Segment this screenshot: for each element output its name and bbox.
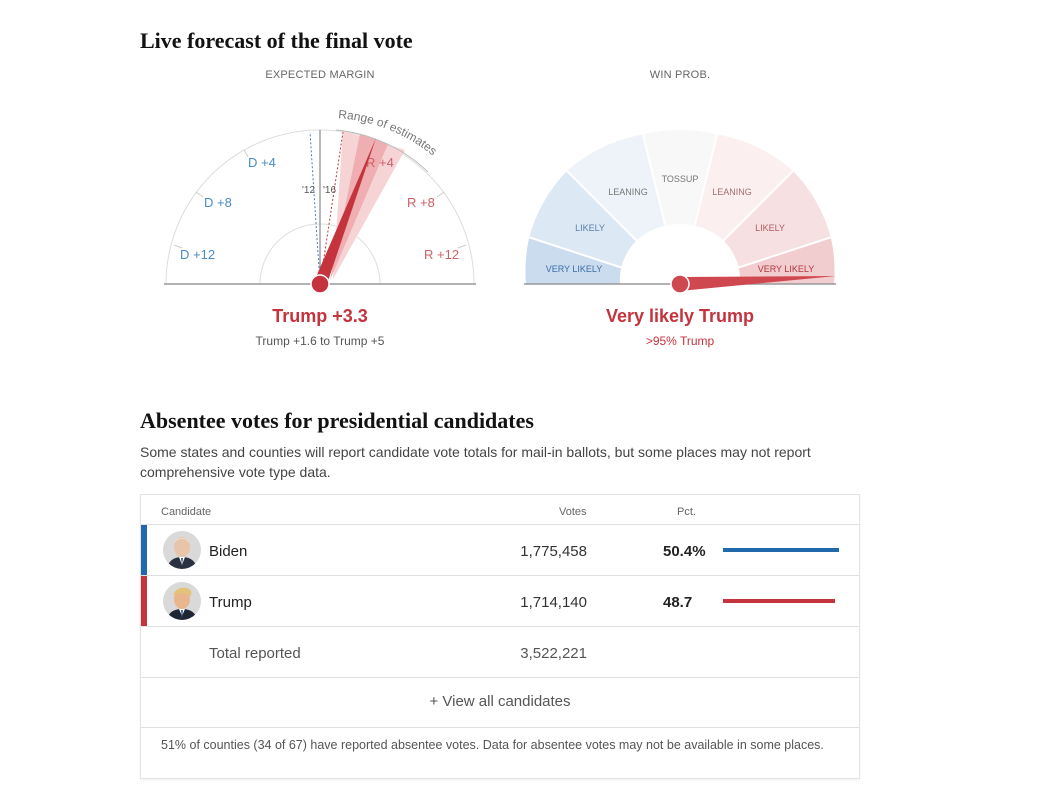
absentee-results-table: Candidate Votes Pct. Biden 1,775,458 50.… xyxy=(140,494,860,779)
tick-r12: R +12 xyxy=(424,247,459,262)
win-prob-gauge: VERY LIKELY LIKELY LEANING TOSSUP LEANIN… xyxy=(524,129,836,294)
pct-bar-biden xyxy=(723,548,839,552)
votes-biden: 1,775,458 xyxy=(520,543,587,560)
range-wedge-inner xyxy=(330,134,388,280)
seg-label-likely-rep: LIKELY xyxy=(755,223,785,233)
absentee-description: Some states and counties will report can… xyxy=(140,444,811,480)
margin-subline: Trump +1.6 to Trump +5 xyxy=(255,334,385,348)
table-row-total: Total reported 3,522,221 xyxy=(141,627,859,678)
forecast-title: Live forecast of the final vote xyxy=(140,28,413,53)
total-label: Total reported xyxy=(209,645,301,662)
margin-needle xyxy=(313,138,376,284)
pct-trump: 48.7 xyxy=(663,594,693,611)
segment-tossup xyxy=(642,129,718,226)
trump-avatar xyxy=(163,582,201,620)
range-wedge-outer xyxy=(333,131,405,279)
tick-d12: D +12 xyxy=(180,247,215,262)
party-stripe-rep xyxy=(141,576,147,626)
tick-d8: D +8 xyxy=(204,195,232,210)
line-2016 xyxy=(319,131,344,285)
seg-label-leaning-rep: LEANING xyxy=(712,187,752,197)
party-stripe-dem xyxy=(141,525,147,575)
seg-label-very-likely-rep: VERY LIKELY xyxy=(758,264,815,274)
segment-leaning-rep xyxy=(694,134,793,241)
prob-needle-hub xyxy=(670,274,690,294)
seg-label-leaning-dem: LEANING xyxy=(608,187,648,197)
seg-label-likely-dem: LIKELY xyxy=(575,223,605,233)
line-2012 xyxy=(309,131,321,285)
absentee-title: Absentee votes for presidential candidat… xyxy=(140,408,534,433)
col-candidate: Candidate xyxy=(161,506,212,518)
absentee-footnote: 51% of counties (34 of 67) have reported… xyxy=(161,738,824,752)
expected-margin-header: EXPECTED MARGIN xyxy=(265,69,375,81)
pct-biden: 50.4% xyxy=(663,543,706,560)
table-row-trump: Trump 1,714,140 48.7 xyxy=(141,576,859,627)
segment-likely-dem xyxy=(529,170,637,268)
win-prob-header: WIN PROB. xyxy=(649,69,711,81)
label-2012: '12 xyxy=(302,185,315,196)
col-pct: Pct. xyxy=(677,506,696,518)
segment-very-likely-dem xyxy=(525,237,622,284)
expected-margin-gauge: Range of estimates D +12 D +8 D +4 R +4 … xyxy=(164,107,476,294)
tick-d4: D +4 xyxy=(248,155,276,170)
candidate-name-biden: Biden xyxy=(209,543,248,560)
table-row-biden: Biden 1,775,458 50.4% xyxy=(141,525,859,576)
label-2016: '16 xyxy=(323,185,336,196)
tick-r4: R +4 xyxy=(366,155,394,170)
total-votes: 3,522,221 xyxy=(520,645,587,662)
col-votes: Votes xyxy=(559,506,587,518)
segment-likely-rep xyxy=(723,170,831,268)
seg-label-tossup: TOSSUP xyxy=(662,174,699,184)
votes-trump: 1,714,140 xyxy=(520,594,587,611)
prob-subline: >95% Trump xyxy=(645,334,715,348)
biden-avatar xyxy=(163,531,201,569)
seg-label-very-likely-dem: VERY LIKELY xyxy=(546,264,603,274)
candidate-name-trump: Trump xyxy=(209,594,252,611)
prob-headline: Very likely Trump xyxy=(605,306,755,326)
margin-needle-hub xyxy=(310,274,330,294)
table-header: Candidate Votes Pct. xyxy=(141,495,859,525)
segment-very-likely-rep xyxy=(738,237,835,284)
tick-r8: R +8 xyxy=(407,195,435,210)
segment-leaning-dem xyxy=(567,134,666,241)
prob-needle xyxy=(680,276,836,291)
view-all-candidates-button[interactable]: + View all candidates xyxy=(141,677,859,728)
pct-bar-trump xyxy=(723,599,836,603)
margin-headline: Trump +3.3 xyxy=(272,306,368,326)
